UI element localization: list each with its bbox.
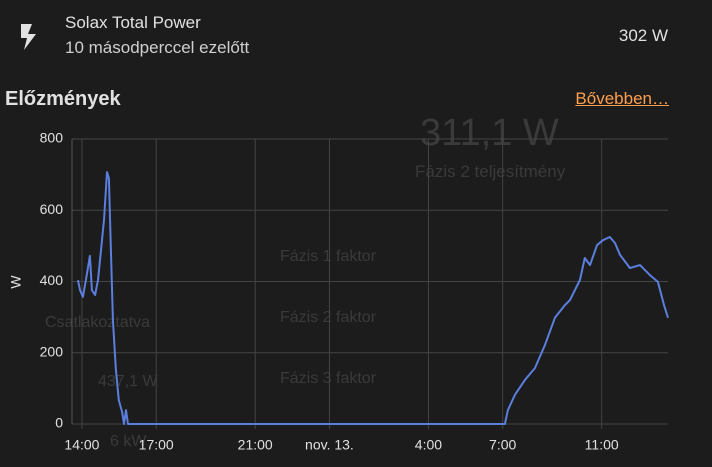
x-tick-label: 4:00: [415, 437, 442, 453]
entity-name: Solax Total Power: [65, 13, 201, 32]
bg-label: Fázis 2 teljesítmény: [415, 162, 566, 181]
more-link[interactable]: Bővebben…: [575, 89, 669, 108]
bg-value: 311,1 W: [420, 112, 559, 154]
bg-row: Fázis 1 faktor: [280, 248, 377, 265]
bg-row: Fázis 2 faktor: [280, 309, 377, 326]
series-line: [77, 171, 669, 425]
bg-power: 437,1 W: [98, 373, 158, 390]
history-title: Előzmények: [5, 88, 121, 110]
bg-row: Fázis 3 faktor: [280, 370, 377, 387]
x-tick-label: nov. 13.: [305, 437, 354, 453]
y-axis-label: W: [8, 275, 24, 289]
bg-status: Csatlakoztatva: [45, 314, 150, 331]
flash-icon: [21, 24, 36, 50]
y-tick-label: 0: [55, 415, 63, 431]
x-tick-label: 7:00: [489, 437, 516, 453]
y-tick-label: 200: [40, 343, 64, 359]
y-tick-label: 600: [40, 201, 64, 217]
x-tick-label: 11:00: [585, 437, 619, 453]
bg-unit: 6 kW: [110, 433, 147, 450]
y-tick-label: 800: [40, 130, 64, 146]
x-tick-label: 17:00: [139, 437, 174, 453]
y-tick-label: 400: [40, 272, 64, 288]
x-tick-label: 14:00: [64, 437, 99, 453]
last-changed: 10 másodperccel ezelőtt: [65, 38, 250, 57]
x-tick-label: 21:00: [238, 437, 273, 453]
entity-state: 302 W: [618, 26, 668, 45]
